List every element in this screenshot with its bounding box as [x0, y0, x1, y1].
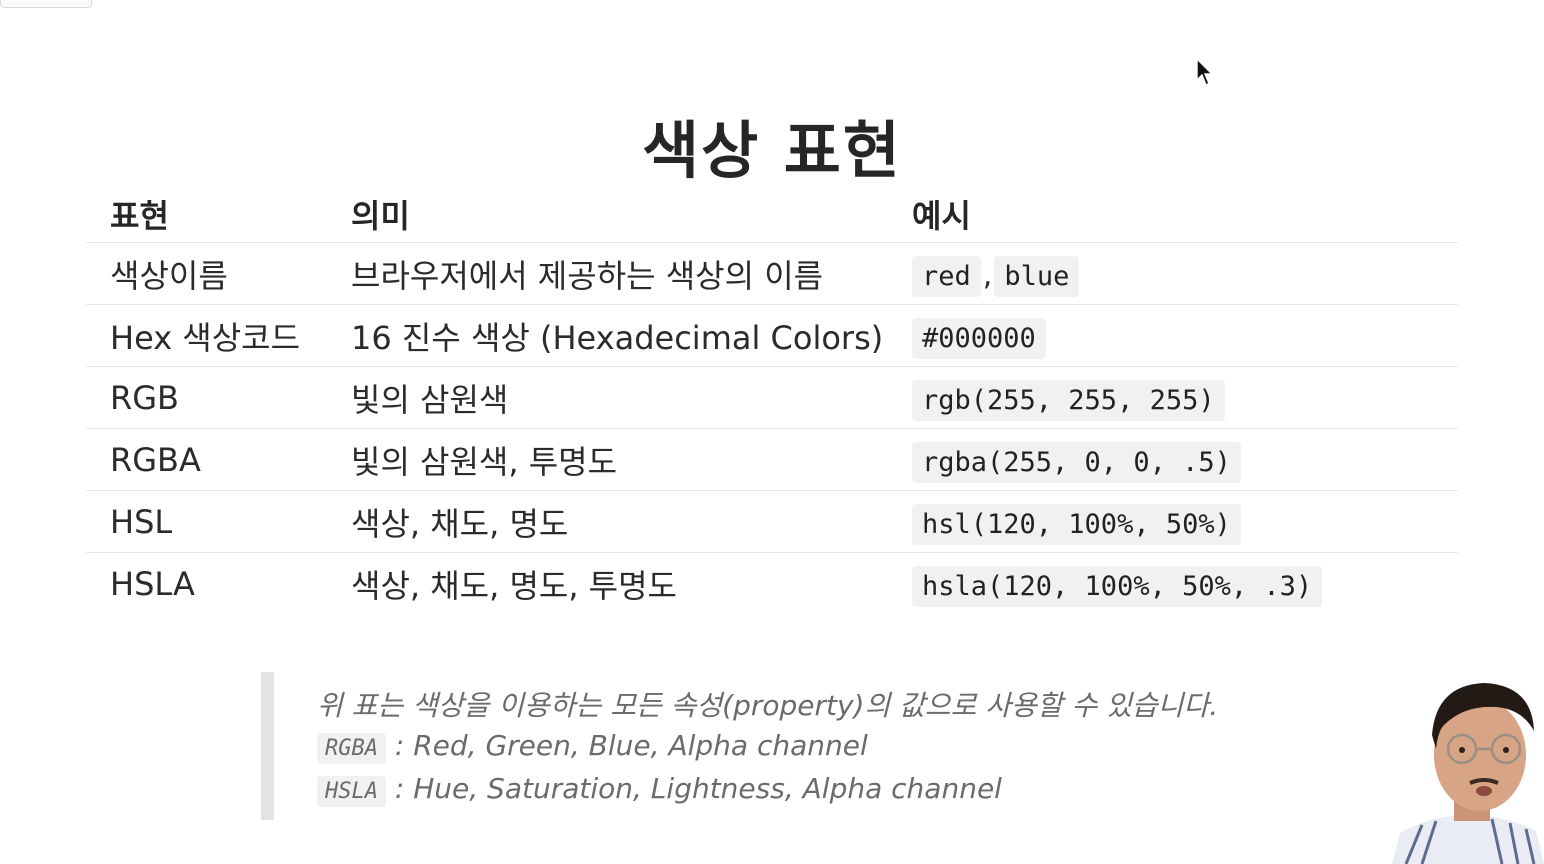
note-content: 위 표는 색상을 이용하는 모든 속성(property)의 값으로 사용할 수…	[317, 686, 1218, 812]
blockquote-note: 위 표는 색상을 이용하는 모든 속성(property)의 값으로 사용할 수…	[261, 672, 1361, 820]
cell-expression: 색상이름	[86, 242, 327, 305]
code-rgba: RGBA	[317, 733, 386, 764]
note-line: RGBA : Red, Green, Blue, Alpha channel	[317, 726, 1218, 769]
mouse-pointer-icon	[1196, 58, 1213, 86]
code-example: hsla(120, 100%, 50%, .3)	[912, 565, 1323, 607]
cell-expression: RGB	[86, 366, 327, 429]
note-line-text: : Hue, Saturation, Lightness, Alpha chan…	[385, 772, 1002, 805]
presenter-webcam-overlay	[1392, 665, 1544, 864]
cell-example: rgb(255, 255, 255)	[900, 366, 1458, 429]
cell-example: red, blue	[900, 242, 1458, 305]
cell-example: hsla(120, 100%, 50%, .3)	[900, 553, 1458, 615]
code-example: #000000	[912, 317, 1046, 359]
code-example: hsl(120, 100%, 50%)	[912, 503, 1241, 545]
cell-expression: Hex 색상코드	[86, 304, 327, 367]
browser-tab-edge[interactable]	[0, 0, 92, 8]
color-expression-table: 표현 의미 예시 색상이름 브라우저에서 제공하는 색상의 이름 red, blu…	[86, 186, 1458, 614]
table-row: RGB 빛의 삼원색 rgb(255, 255, 255)	[86, 366, 1458, 429]
cell-meaning: 색상, 채도, 명도	[327, 490, 900, 553]
cell-expression: RGBA	[86, 428, 327, 491]
cell-expression: HSLA	[110, 564, 195, 603]
cell-meaning: 빛의 삼원색	[327, 366, 900, 429]
table-row: HSLA 색상, 채도, 명도, 투명도 hsla(120, 100%, 50%…	[86, 553, 1458, 615]
code-example: blue	[994, 255, 1080, 297]
table-row: RGBA 빛의 삼원색, 투명도 rgba(255, 0, 0, .5)	[86, 428, 1458, 491]
code-example: red	[912, 255, 981, 297]
separator: ,	[982, 257, 993, 293]
header-example: 예시	[900, 186, 1458, 243]
code-hsla: HSLA	[317, 776, 386, 807]
header-meaning: 의미	[327, 186, 900, 243]
table-row: HSL 색상, 채도, 명도 hsl(120, 100%, 50%)	[86, 490, 1458, 553]
header-expression: 표현	[86, 186, 327, 243]
note-line-text: : Red, Green, Blue, Alpha channel	[385, 729, 868, 762]
cell-expression: HSL	[86, 490, 327, 553]
cell-meaning: 16 진수 색상 (Hexadecimal Colors)	[327, 304, 900, 367]
cell-example: rgba(255, 0, 0, .5)	[900, 428, 1458, 491]
note-line: HSLA : Hue, Saturation, Lightness, Alpha…	[317, 769, 1218, 812]
table-header-row: 표현 의미 예시	[86, 186, 1458, 243]
cell-meaning: 빛의 삼원색, 투명도	[327, 428, 900, 491]
table-row: Hex 색상코드 16 진수 색상 (Hexadecimal Colors) #…	[86, 304, 1458, 367]
cell-meaning: 색상, 채도, 명도, 투명도	[351, 566, 677, 605]
page-title: 색상 표현	[642, 113, 902, 187]
code-example: rgb(255, 255, 255)	[912, 379, 1225, 421]
cell-example: hsl(120, 100%, 50%)	[900, 490, 1458, 553]
cell-meaning: 브라우저에서 제공하는 색상의 이름	[327, 242, 900, 305]
cell-example: #000000	[900, 304, 1458, 367]
table-row: 색상이름 브라우저에서 제공하는 색상의 이름 red, blue	[86, 242, 1458, 305]
code-example: rgba(255, 0, 0, .5)	[912, 441, 1241, 483]
blockquote-bar	[261, 672, 274, 820]
note-line: 위 표는 색상을 이용하는 모든 속성(property)의 값으로 사용할 수…	[317, 689, 1219, 722]
